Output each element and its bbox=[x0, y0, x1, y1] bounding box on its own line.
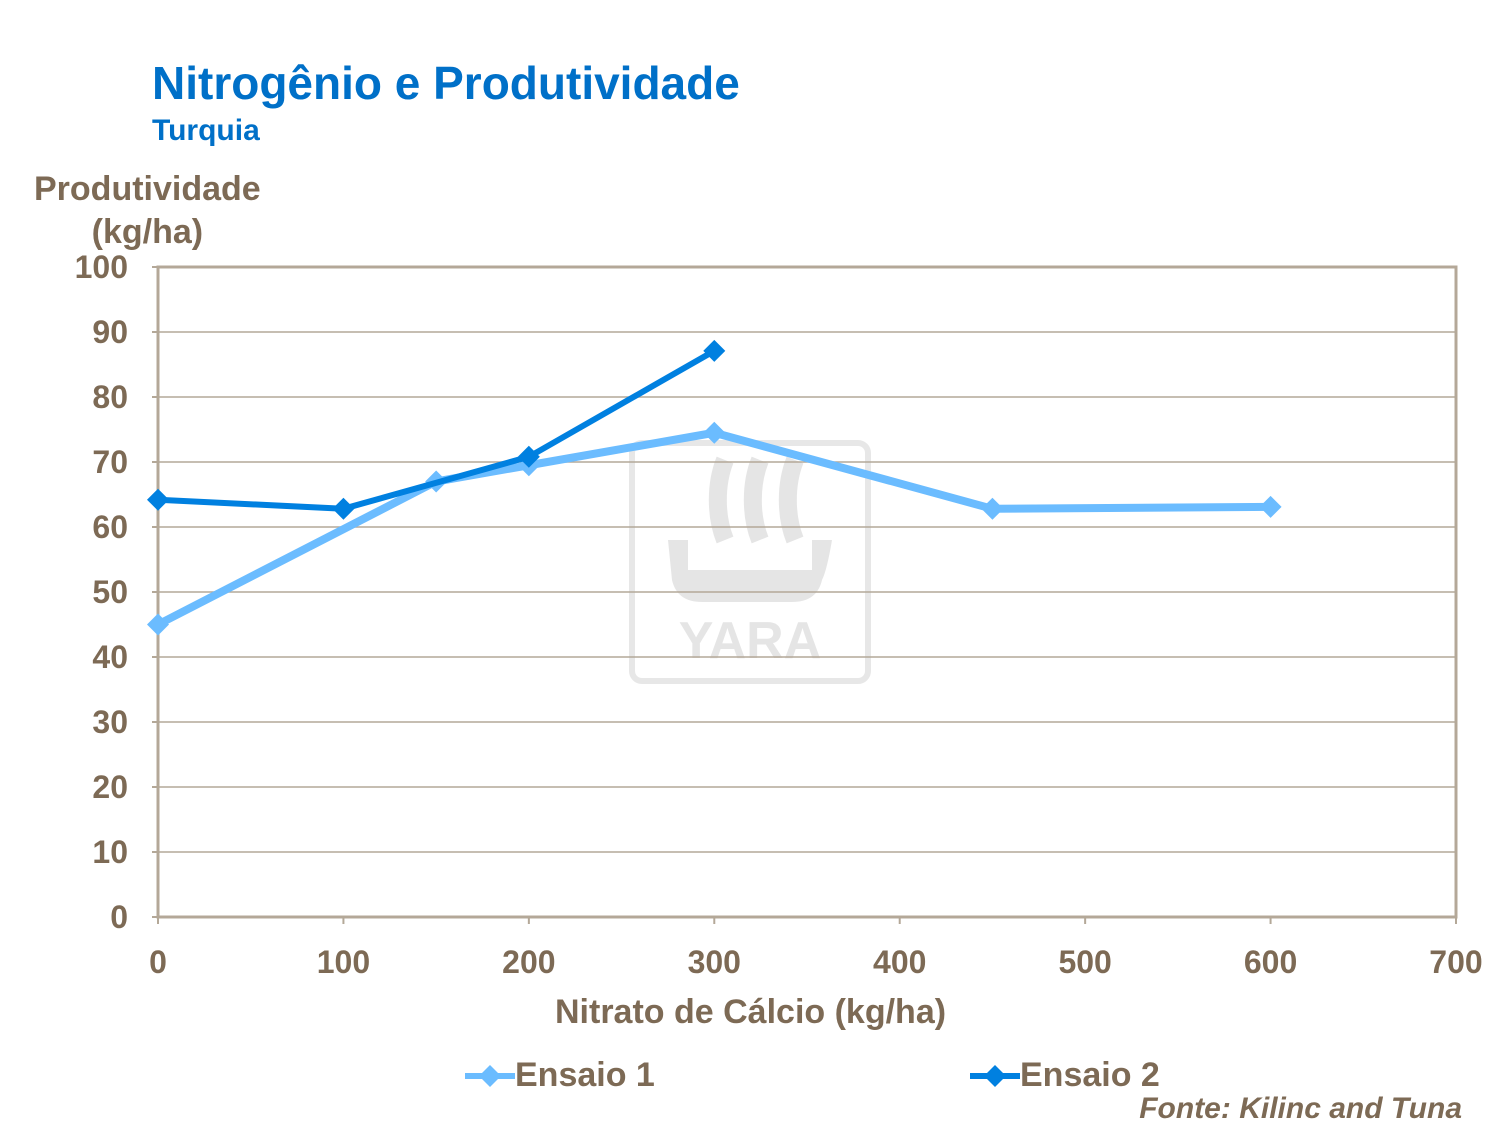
series-line-ensaio-2 bbox=[157, 348, 716, 512]
x-tick-label: 100 bbox=[317, 944, 370, 980]
legend-label: Ensaio 2 bbox=[1020, 1056, 1160, 1094]
legend-item-ensaio-1: Ensaio 1 bbox=[465, 1056, 655, 1095]
y-tick-label: 20 bbox=[92, 769, 128, 805]
yara-watermark-logo: YARA bbox=[629, 440, 871, 684]
plot-border bbox=[156, 265, 1458, 919]
data-point bbox=[981, 497, 1004, 520]
data-point bbox=[332, 497, 355, 520]
legend-item-ensaio-2: Ensaio 2 bbox=[970, 1056, 1160, 1095]
y-tick-label: 10 bbox=[92, 834, 128, 870]
chart-subtitle: Turquia bbox=[152, 114, 260, 147]
x-tick-label: 500 bbox=[1058, 944, 1111, 980]
legend-marker-ensaio-2 bbox=[970, 1064, 1020, 1087]
source-note: Fonte: Kilinc and Tuna bbox=[1139, 1092, 1462, 1125]
legend-label: Ensaio 1 bbox=[515, 1056, 655, 1094]
x-tick-label: 400 bbox=[873, 944, 926, 980]
data-point bbox=[517, 445, 540, 468]
y-tick-label: 60 bbox=[92, 509, 128, 545]
data-point bbox=[147, 488, 169, 511]
x-tick-label: 200 bbox=[502, 944, 555, 980]
y-tick-label: 0 bbox=[110, 899, 128, 935]
x-axis-label: Nitrato de Cálcio (kg/ha) bbox=[555, 993, 947, 1031]
data-point bbox=[703, 421, 726, 444]
y-tick-label: 50 bbox=[92, 574, 128, 610]
x-tick-label: 300 bbox=[688, 944, 741, 980]
x-tick-label: 600 bbox=[1244, 944, 1297, 980]
data-point bbox=[1259, 495, 1282, 518]
series-line-ensaio-1 bbox=[156, 428, 1271, 629]
y-tick-label: 80 bbox=[92, 379, 128, 415]
y-tick-label: 90 bbox=[92, 314, 128, 350]
x-tick-label: 0 bbox=[149, 944, 167, 980]
chart-title: Nitrogênio e Produtividade bbox=[152, 57, 740, 109]
y-tick-label: 100 bbox=[75, 249, 128, 285]
data-point bbox=[147, 613, 169, 636]
x-tick-label: 700 bbox=[1429, 944, 1482, 980]
data-point bbox=[703, 339, 726, 362]
y-tick-label: 70 bbox=[92, 444, 128, 480]
svg-text:YARA: YARA bbox=[679, 612, 822, 670]
y-tick-label: 40 bbox=[92, 639, 128, 675]
legend-marker-ensaio-1 bbox=[465, 1064, 515, 1087]
y-tick-label: 30 bbox=[92, 704, 128, 740]
y-axis-label: Produtividade (kg/ha) bbox=[34, 170, 261, 251]
